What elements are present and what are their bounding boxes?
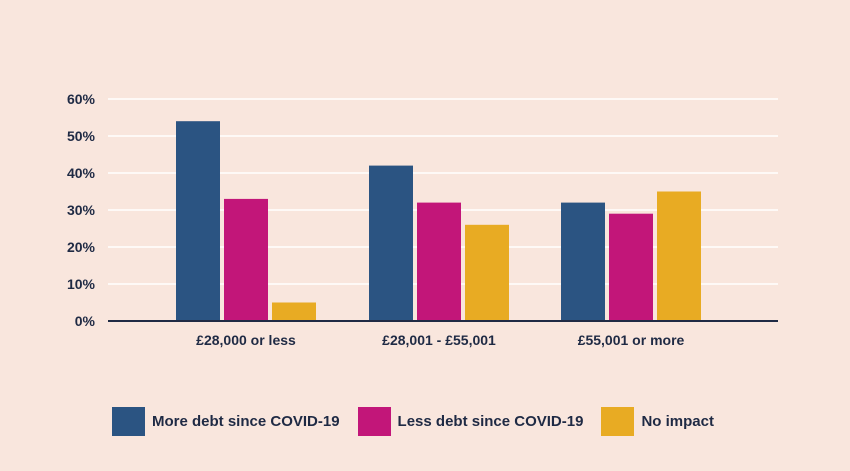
legend-label-more-debt: More debt since COVID-19 <box>152 413 340 430</box>
y-tick-label: 10% <box>67 276 96 292</box>
bar <box>561 202 605 321</box>
bar <box>417 202 461 321</box>
y-tick-label: 20% <box>67 239 96 255</box>
x-category-label: £28,000 or less <box>196 332 296 348</box>
legend: More debt since COVID-19 Less debt since… <box>112 407 732 436</box>
bar-chart: 0% 10% 20% 30% 40% 50% 60% £28,000 or less £28,0… <box>67 91 778 348</box>
bar <box>369 165 413 321</box>
bar <box>465 224 509 321</box>
bar <box>176 121 220 321</box>
legend-label-no-impact: No impact <box>641 413 714 430</box>
legend-item-no-impact: No impact <box>601 407 714 436</box>
x-category-label: £28,001 - £55,001 <box>382 332 496 348</box>
y-tick-label: 0% <box>75 313 96 329</box>
bar <box>657 191 701 321</box>
legend-item-less-debt: Less debt since COVID-19 <box>357 407 584 436</box>
y-tick-label: 50% <box>67 128 96 144</box>
y-tick-label: 60% <box>67 91 96 107</box>
bar <box>224 198 268 321</box>
bar <box>609 213 653 321</box>
x-category-label: £55,001 or more <box>578 332 685 348</box>
legend-swatch-no-impact <box>601 407 635 436</box>
y-tick-label: 30% <box>67 202 96 218</box>
legend-swatch-less-debt <box>357 407 391 436</box>
bar <box>272 302 316 321</box>
y-tick-label: 40% <box>67 165 96 181</box>
legend-label-less-debt: Less debt since COVID-19 <box>397 413 584 430</box>
legend-swatch-more-debt <box>112 407 145 436</box>
legend-item-more-debt: More debt since COVID-19 <box>112 407 340 436</box>
